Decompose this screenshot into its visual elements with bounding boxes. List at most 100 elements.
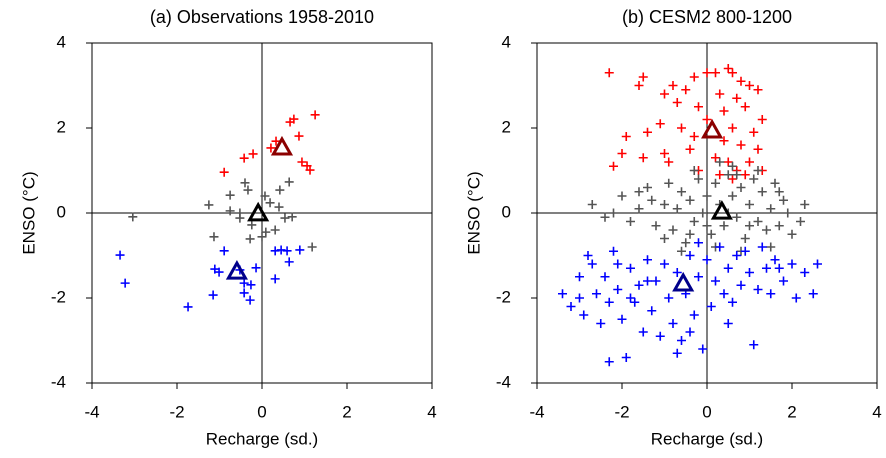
data-point [740, 246, 750, 256]
data-point [270, 225, 280, 235]
data-point [715, 242, 725, 252]
data-point [711, 68, 720, 78]
data-point [702, 255, 712, 265]
data-point [808, 289, 818, 299]
data-point [740, 234, 750, 243]
data-point [219, 246, 229, 256]
data-point [248, 149, 258, 159]
data-point [284, 177, 294, 187]
data-point [698, 208, 708, 218]
data-point [757, 115, 767, 124]
data-point [672, 98, 682, 107]
data-point [770, 178, 780, 188]
data-point [694, 102, 703, 112]
data-point [706, 229, 716, 239]
x-tick-label: -4 [84, 402, 99, 421]
data-point [702, 115, 712, 124]
data-point [694, 174, 703, 184]
data-point [689, 217, 699, 226]
y-tick-label: 2 [502, 117, 511, 136]
data-point [209, 232, 219, 242]
data-point [643, 276, 652, 286]
y-tick-label: -4 [51, 372, 66, 391]
data-point [736, 183, 746, 192]
data-point [668, 225, 678, 235]
data-point [685, 144, 695, 154]
mean-marker [247, 201, 270, 222]
data-point [651, 221, 661, 231]
data-point [617, 191, 627, 201]
data-point [604, 357, 614, 367]
data-point [245, 295, 255, 305]
data-point [183, 302, 193, 312]
data-point [643, 127, 652, 137]
data-point [711, 153, 720, 163]
data-point [766, 242, 776, 252]
data-point [757, 242, 767, 252]
data-point [681, 238, 691, 248]
data-point [651, 276, 661, 286]
data-point [740, 170, 750, 180]
data-point [715, 157, 725, 167]
data-point [287, 212, 297, 222]
data-point [762, 225, 771, 235]
data-point [600, 272, 610, 282]
data-point [660, 89, 669, 99]
data-point [685, 229, 695, 239]
data-point [609, 208, 618, 218]
data-point [694, 238, 703, 248]
data-point [774, 187, 784, 197]
data-point [251, 263, 261, 273]
data-point [766, 289, 776, 299]
data-point [583, 251, 593, 260]
data-point [219, 167, 229, 177]
data-point [634, 81, 644, 90]
data-point [749, 174, 759, 184]
data-point [604, 68, 614, 78]
data-point [745, 200, 754, 209]
data-point [295, 245, 305, 255]
data-point [275, 185, 285, 195]
data-point [285, 117, 295, 127]
data-point [609, 161, 618, 171]
x-tick-label: 2 [342, 402, 351, 421]
data-point [728, 297, 737, 307]
data-point [257, 232, 267, 242]
data-point [753, 217, 763, 226]
data-point [677, 187, 686, 197]
data-point [732, 212, 742, 222]
data-point [719, 106, 729, 116]
data-point [621, 132, 631, 141]
y-tick-label: 4 [57, 32, 66, 51]
data-point [723, 157, 733, 167]
data-point [600, 212, 610, 222]
data-point [745, 268, 754, 277]
y-tick-label: 2 [57, 117, 66, 136]
data-point [702, 221, 712, 231]
data-point [736, 76, 746, 86]
mean-marker [270, 135, 294, 156]
data-point [655, 331, 665, 341]
data-point [689, 132, 699, 141]
data-point [260, 191, 270, 201]
data-point [660, 234, 669, 243]
data-point [664, 293, 674, 303]
data-point [719, 136, 729, 146]
data-point [779, 195, 788, 205]
data-point [787, 229, 797, 239]
data-point [672, 348, 682, 358]
data-point [745, 81, 754, 90]
data-point [660, 259, 669, 269]
data-point [626, 217, 635, 226]
data-point [689, 72, 699, 82]
data-point [297, 157, 307, 167]
data-point [558, 289, 567, 299]
data-point [719, 221, 729, 231]
data-point [274, 202, 284, 212]
x-tick-label: 0 [257, 402, 266, 421]
data-point [745, 157, 754, 167]
mean-marker [710, 200, 733, 220]
data-point [638, 153, 648, 163]
data-point [783, 208, 793, 218]
data-point [723, 64, 733, 73]
